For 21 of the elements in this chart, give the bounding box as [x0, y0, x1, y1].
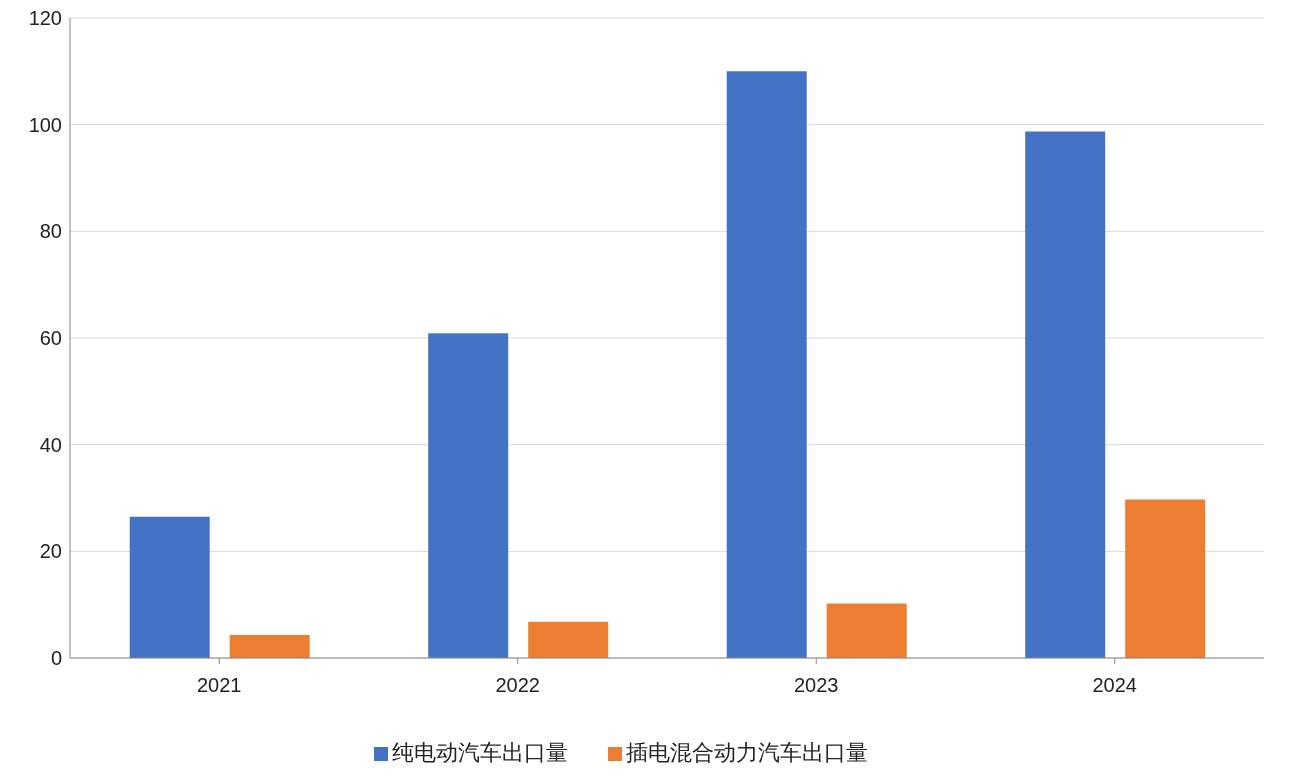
y-tick-label: 20 [39, 540, 62, 563]
bar [726, 71, 807, 658]
y-tick-label: 120 [28, 7, 62, 30]
y-tick-label: 40 [39, 433, 62, 456]
bar [528, 621, 609, 658]
bar [229, 635, 310, 658]
legend-label: 纯电动汽车出口量 [392, 740, 568, 765]
bar [129, 516, 210, 658]
bar [1125, 499, 1206, 658]
bar [428, 333, 509, 658]
x-tick-label: 2024 [1092, 674, 1137, 697]
bar [1025, 131, 1106, 658]
x-tick-label: 2022 [495, 674, 540, 697]
y-tick-label: 100 [28, 113, 62, 136]
x-tick-label: 2023 [794, 674, 839, 697]
y-tick-label: 0 [50, 647, 62, 670]
y-tick-label: 60 [39, 327, 62, 350]
bar [826, 603, 907, 658]
y-tick-label: 80 [39, 220, 62, 243]
legend-label: 插电混合动力汽车出口量 [626, 740, 868, 765]
x-tick-label: 2021 [197, 674, 242, 697]
